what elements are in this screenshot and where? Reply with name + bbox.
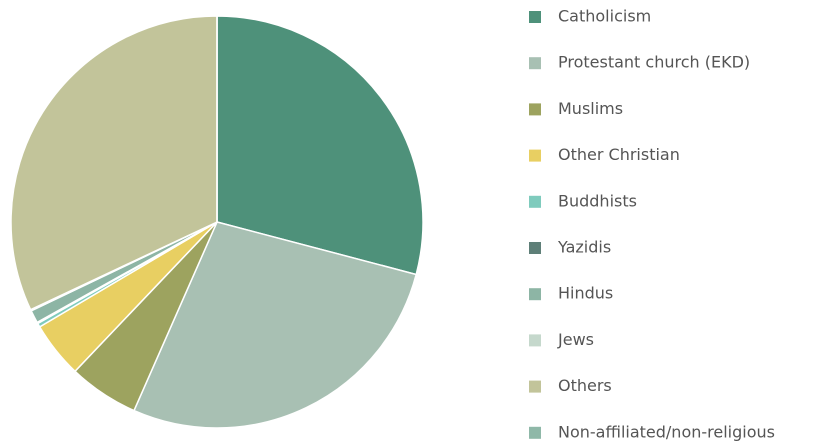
legend-swatch: [529, 334, 541, 347]
legend-swatch: [529, 242, 541, 254]
legend-swatch: [529, 11, 541, 23]
legend-swatch: [529, 380, 541, 393]
pie-slice: [216, 15, 424, 276]
legend-swatch: [529, 426, 541, 439]
legend-swatch: [529, 57, 541, 70]
legend-label: Other Christian: [558, 145, 680, 164]
legend-label: Yazidis: [557, 238, 611, 257]
legend-label: Others: [558, 376, 612, 395]
legend-label: Protestant church (EKD): [558, 53, 750, 72]
pie-slice: [10, 15, 218, 311]
legend-label: Hindus: [558, 284, 613, 303]
legend-label: Buddhists: [558, 191, 637, 210]
legend-label: Muslims: [558, 99, 623, 118]
pie-slice: [133, 221, 418, 429]
legend-label: Non-affiliated/non-religious: [558, 422, 775, 441]
legend-swatch: [529, 288, 541, 301]
legend-swatch: [529, 195, 541, 208]
legend-swatch: [529, 149, 541, 162]
legend-label: Catholicism: [558, 7, 651, 26]
legend-swatch: [529, 103, 541, 116]
legend-label: Jews: [557, 330, 594, 349]
